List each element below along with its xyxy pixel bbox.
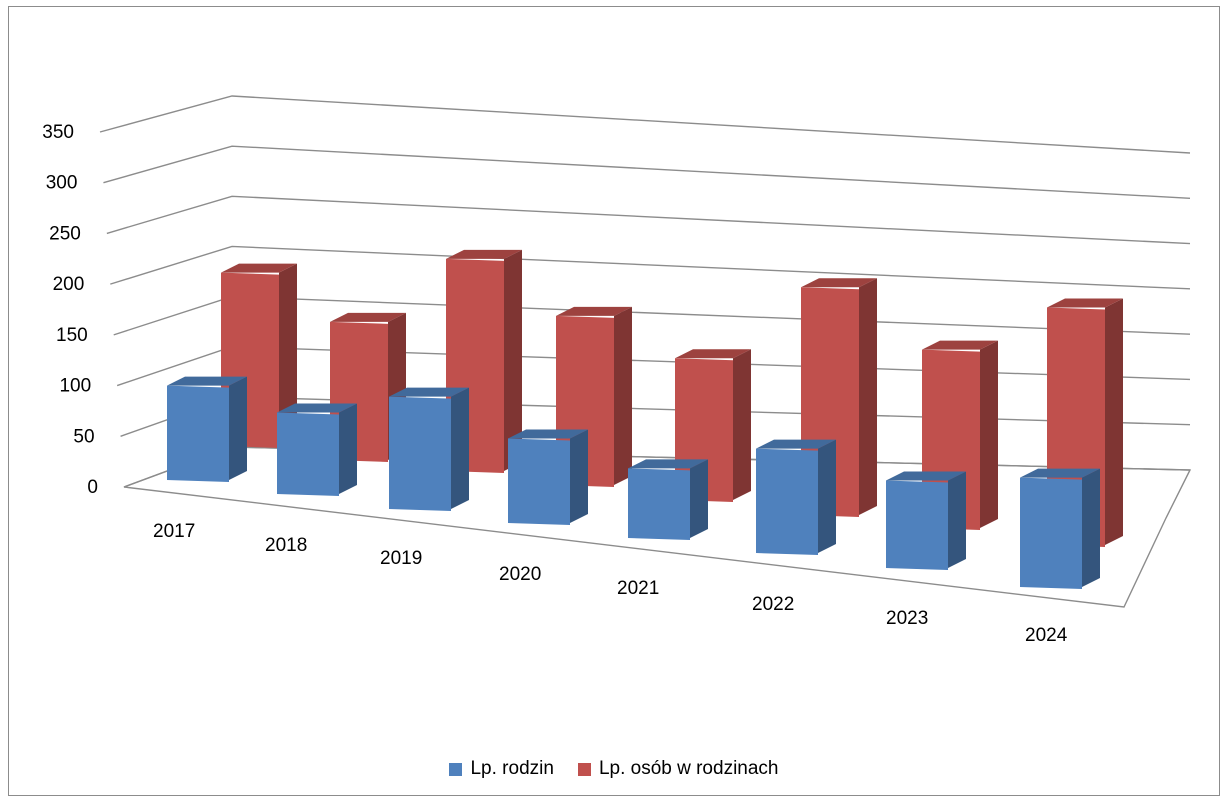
x-tick-label: 2018 bbox=[265, 535, 307, 556]
bar-series-1-2018 bbox=[277, 403, 357, 496]
legend-label-series-2: Lp. osób w rodzinach bbox=[598, 758, 779, 779]
x-tick-label: 2021 bbox=[617, 578, 659, 599]
legend-item-series-2: Lp. osób w rodzinach bbox=[577, 758, 779, 780]
gridline bbox=[110, 245, 1191, 290]
legend-label-series-1: Lp. rodzin bbox=[470, 758, 554, 779]
legend-swatch-red bbox=[577, 762, 591, 776]
x-tick-label: 2023 bbox=[886, 608, 928, 629]
y-tick-label: 100 bbox=[59, 376, 91, 397]
bar-series-1-2019 bbox=[389, 387, 469, 511]
legend: Lp. rodzin Lp. osób w rodzinach bbox=[0, 758, 1228, 780]
gridline bbox=[99, 95, 1191, 154]
y-tick-label: 300 bbox=[46, 173, 78, 194]
bar-series-1-2020 bbox=[508, 429, 588, 525]
x-tick-label: 2019 bbox=[380, 548, 422, 569]
bar-series-1-2023 bbox=[886, 471, 966, 570]
y-tick-label: 350 bbox=[42, 122, 74, 143]
y-tick-label: 250 bbox=[49, 223, 81, 244]
bar-series-1-2024 bbox=[1020, 468, 1100, 589]
x-tick-label: 2024 bbox=[1025, 625, 1068, 646]
x-tick-label: 2020 bbox=[499, 564, 541, 585]
y-tick-label: 0 bbox=[87, 477, 98, 498]
bar-series-1-2017 bbox=[167, 376, 247, 482]
x-axis-ticks: 2017 2018 2019 2020 2021 2022 2023 2024 bbox=[153, 521, 1068, 646]
x-tick-label: 2017 bbox=[153, 521, 195, 542]
bar-series-1-2022 bbox=[756, 439, 836, 555]
y-tick-label: 150 bbox=[56, 325, 88, 346]
bars bbox=[167, 249, 1123, 589]
legend-item-series-1: Lp. rodzin bbox=[449, 758, 554, 780]
bar-series-1-2021 bbox=[628, 459, 708, 540]
gridline bbox=[103, 145, 1191, 199]
gridline bbox=[106, 195, 1191, 245]
bar-series-2-2019 bbox=[446, 249, 522, 473]
y-axis-ticks: 0 50 100 150 200 250 300 350 bbox=[42, 122, 98, 498]
legend-swatch-blue bbox=[449, 762, 463, 776]
y-tick-label: 200 bbox=[53, 274, 85, 295]
x-tick-label: 2022 bbox=[752, 594, 794, 615]
y-tick-label: 50 bbox=[73, 426, 94, 447]
